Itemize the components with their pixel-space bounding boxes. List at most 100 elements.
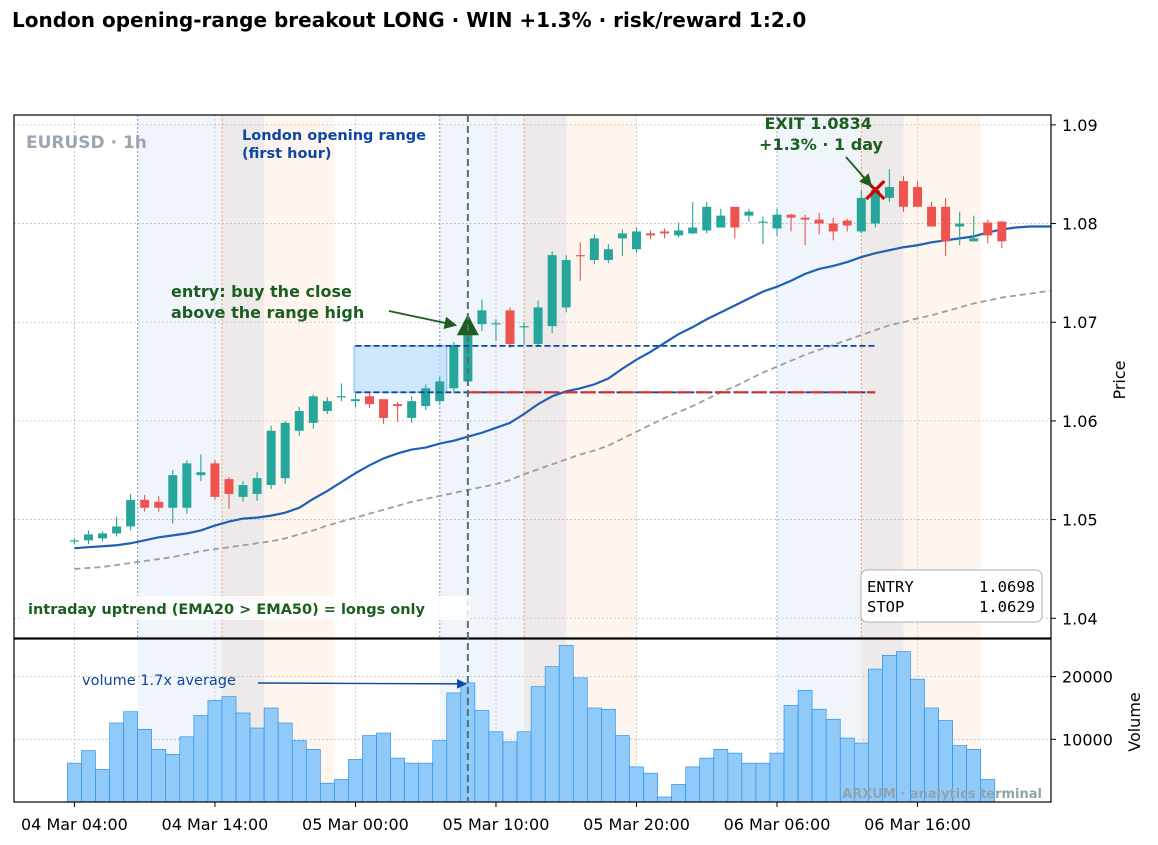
- candle-body: [491, 323, 501, 325]
- volume-bar: [615, 735, 630, 802]
- price-axes-frame: [13, 114, 1052, 639]
- candle-body: [927, 206, 937, 227]
- range-label-line2: (first hour): [242, 146, 332, 162]
- xtick-label: 06 Mar 16:00: [864, 815, 971, 834]
- volume-bar: [165, 754, 181, 802]
- candle-body: [308, 396, 318, 423]
- candle-body: [646, 233, 656, 236]
- candle-body: [884, 187, 894, 198]
- candle-body: [224, 479, 234, 494]
- xtick-label: 06 Mar 06:00: [724, 815, 831, 834]
- ema50-line: [74, 289, 1051, 570]
- candle-body: [533, 307, 543, 344]
- info-entry-value: 1.0698: [979, 578, 1035, 596]
- volume-axis-title: Volume: [1125, 692, 1144, 752]
- volume-bar: [516, 731, 532, 802]
- volume-bar: [727, 752, 743, 802]
- session-shade-ny: [566, 115, 637, 638]
- volume-bar: [502, 741, 518, 802]
- xtick-label: 05 Mar 00:00: [302, 815, 409, 834]
- volume-bar: [488, 731, 504, 802]
- candle-body: [379, 399, 389, 418]
- candle-body: [603, 249, 613, 261]
- candle-body: [196, 472, 206, 476]
- exit-label-line2: +1.3% · 1 day: [759, 135, 883, 154]
- volume-ytick-label: 20000: [1062, 668, 1113, 687]
- candle-body: [589, 238, 599, 261]
- candle-body: [83, 534, 93, 541]
- volume-bar: [277, 722, 293, 802]
- session-shade-london: [776, 115, 862, 638]
- volume-bar: [572, 677, 588, 802]
- candle-body: [898, 181, 908, 207]
- candle-body: [758, 221, 768, 223]
- volume-arrow: [257, 678, 467, 689]
- volume-bar: [896, 651, 911, 802]
- candle-body: [421, 388, 431, 407]
- volume-bar: [868, 668, 883, 802]
- candle-body: [280, 422, 290, 479]
- volume-bar: [376, 732, 391, 802]
- session-shade-ny: [264, 115, 335, 638]
- volume-bar: [207, 700, 223, 802]
- ema20-line: [74, 225, 1051, 550]
- info-stop-label: STOP: [867, 598, 904, 616]
- candle-body: [716, 215, 726, 228]
- candle-body: [870, 189, 880, 224]
- price-axis-title: Price: [1110, 360, 1129, 399]
- volume-bar: [882, 654, 897, 802]
- candle-body: [688, 227, 698, 234]
- candle-body: [800, 217, 810, 220]
- xtick-label: 05 Mar 20:00: [583, 815, 690, 834]
- volume-bar: [179, 736, 195, 802]
- volume-bar: [320, 782, 335, 802]
- volume-bar: [432, 740, 448, 802]
- volume-bar: [671, 784, 686, 802]
- info-stop-value: 1.0629: [979, 598, 1035, 616]
- candle-body: [435, 381, 445, 402]
- volume-bar: [699, 757, 715, 802]
- info-box: [860, 569, 1043, 623]
- candle-body: [674, 230, 684, 236]
- volume-bar: [81, 750, 96, 802]
- volume-bar: [544, 666, 560, 802]
- candle-body: [98, 533, 108, 539]
- candle-body: [393, 404, 403, 407]
- candle-body: [660, 231, 670, 234]
- candle-body: [112, 526, 122, 534]
- volume-axes-frame: [13, 638, 1052, 803]
- symbol-label: EURUSD · 1h: [26, 133, 147, 153]
- candle-body: [969, 238, 979, 242]
- volume-bar: [558, 644, 574, 802]
- candle-body: [238, 485, 248, 497]
- session-shade-overlap: [524, 115, 567, 638]
- session-shade-asian: [137, 115, 222, 638]
- exit-label-line1: EXIT 1.0834: [764, 114, 871, 133]
- candle-body: [252, 478, 262, 494]
- page-title: London opening-range breakout LONG · WIN…: [12, 8, 807, 32]
- volume-bar: [291, 740, 307, 802]
- volume-bar: [446, 692, 462, 802]
- candle-body: [702, 206, 712, 231]
- candle-body: [154, 501, 164, 508]
- volume-bar: [418, 762, 434, 802]
- candle-body: [477, 310, 487, 325]
- price-ytick-label: 1.06: [1062, 412, 1098, 431]
- volume-bar: [235, 712, 251, 802]
- volume-bar: [137, 728, 153, 802]
- volume-bar: [109, 722, 124, 802]
- volume-bar: [123, 711, 138, 802]
- candle-body: [842, 220, 852, 226]
- candle-body: [997, 221, 1007, 242]
- candle-body: [350, 399, 360, 402]
- xtick-label: 04 Mar 14:00: [162, 815, 269, 834]
- volume-bar: [797, 690, 813, 802]
- volume-bar: [657, 796, 672, 802]
- price-ytick-label: 1.04: [1062, 609, 1098, 628]
- volume-bar: [783, 705, 799, 802]
- volume-bar: [390, 757, 405, 802]
- trend-label-bg: [22, 596, 470, 620]
- volume-bar: [193, 715, 209, 802]
- info-entry-label: ENTRY: [867, 578, 914, 596]
- candle-body: [210, 463, 220, 497]
